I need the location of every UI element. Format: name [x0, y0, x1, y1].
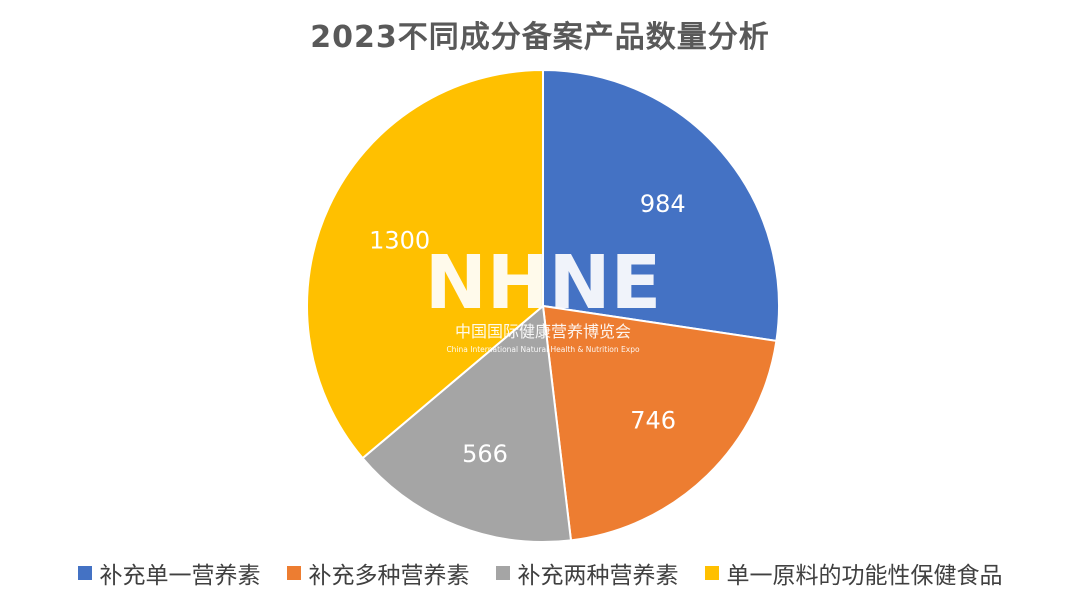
data-label-1: 984	[640, 190, 686, 218]
data-label-3: 566	[462, 440, 508, 468]
pie-slice-3	[361, 304, 573, 543]
legend-item-4: 单一原料的功能性保健食品	[704, 556, 1003, 590]
legend-label: 补充多种营养素	[308, 563, 470, 589]
watermark-logo: NHNE	[425, 240, 661, 326]
legend-label: 单一原料的功能性保健食品	[726, 563, 1003, 589]
legend-label: 补充单一营养素	[99, 563, 261, 589]
legend-label: 补充两种营养素	[517, 563, 679, 589]
legend-item-3: 补充两种营养素	[495, 556, 679, 590]
pie-data-labels: 984 746 566 1300	[369, 190, 686, 468]
legend-swatch	[77, 566, 92, 580]
watermark-subtitle-en: China International Natural Health & Nut…	[446, 345, 640, 354]
legend-swatch	[286, 566, 301, 580]
pie-slice-1	[542, 68, 780, 343]
legend-item-1: 补充单一营养素	[77, 556, 261, 590]
pie-slices	[306, 68, 780, 543]
pie-slice-4	[306, 68, 544, 460]
watermark-subtitle-cn: 中国国际健康营养博览会	[455, 322, 631, 341]
chart-legend: 补充单一营养素 补充多种营养素 补充两种营养素 单一原料的功能性保健食品	[0, 556, 1080, 590]
legend-swatch	[704, 566, 719, 580]
data-label-2: 746	[630, 406, 676, 434]
legend-item-2: 补充多种营养素	[286, 556, 470, 590]
watermark: NHNE 中国国际健康营养博览会 China International Nat…	[425, 240, 661, 354]
pie-slice-2	[541, 304, 778, 542]
chart-title: 2023不同成分备案产品数量分析	[310, 20, 770, 55]
legend-swatch	[495, 566, 510, 580]
data-label-4: 1300	[369, 226, 430, 254]
